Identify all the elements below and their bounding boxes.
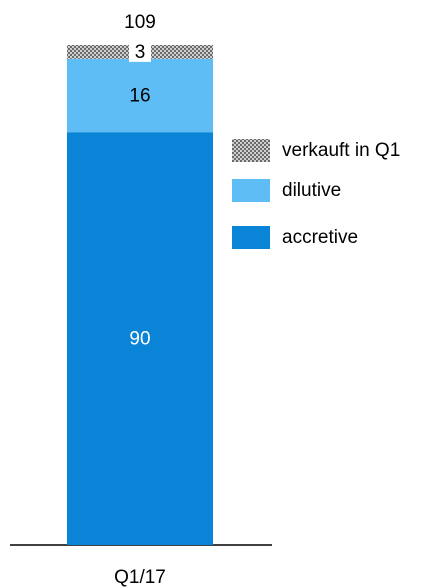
data-label: 16 xyxy=(129,85,150,106)
data-label: 90 xyxy=(129,329,150,350)
legend-swatch xyxy=(232,179,270,202)
legend-swatch xyxy=(232,226,270,249)
x-tick-label: Q1/17 xyxy=(114,567,166,588)
label-bg xyxy=(129,41,151,62)
legend-swatch xyxy=(232,139,270,162)
bar-segment xyxy=(67,58,213,133)
data-label: 3 xyxy=(135,42,146,63)
legend-label: verkauft in Q1 xyxy=(282,140,400,161)
legend-label: accretive xyxy=(282,227,358,248)
total-label: 109 xyxy=(124,12,156,33)
bar-segment xyxy=(67,132,213,546)
legend-label: dilutive xyxy=(282,180,341,201)
